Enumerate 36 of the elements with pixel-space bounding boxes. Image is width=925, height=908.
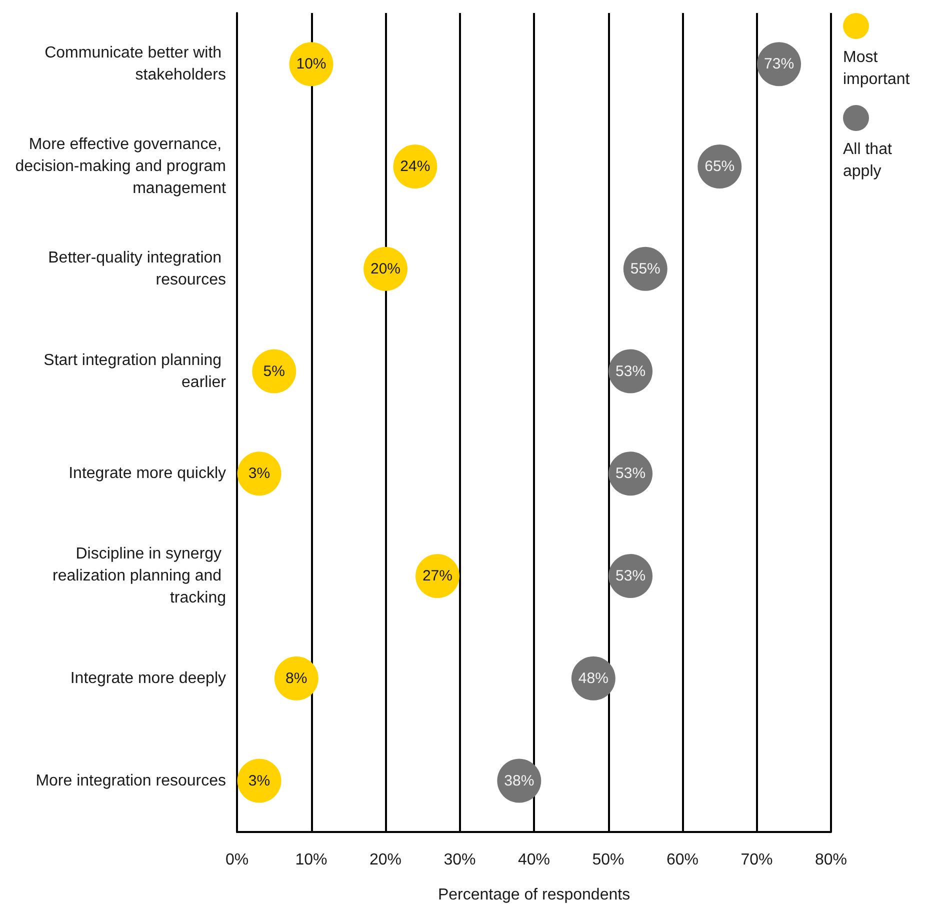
- data-label: 3%: [248, 465, 270, 482]
- data-label: 48%: [578, 670, 608, 687]
- data-label: 53%: [616, 465, 646, 482]
- data-label: 73%: [764, 56, 794, 73]
- data-label: 65%: [704, 158, 735, 176]
- x-tick-label: 10%: [295, 852, 328, 868]
- y-tick-label: Discipline in synergy realization planning and tracking: [52, 546, 226, 607]
- y-tick-label: More integration resources: [36, 772, 226, 790]
- y-tick-label: Start integration planning earlier: [44, 352, 227, 391]
- data-label: 3%: [248, 772, 270, 790]
- data-label: 55%: [630, 260, 660, 278]
- y-tick-label: Communicate better with stakeholders: [44, 44, 226, 84]
- data-label: 53%: [616, 568, 646, 585]
- data-label: 27%: [422, 568, 452, 585]
- x-tick-label: 20%: [369, 852, 402, 868]
- x-tick-label: 40%: [518, 852, 550, 868]
- data-label: 20%: [370, 260, 401, 278]
- data-label: 10%: [296, 56, 326, 73]
- y-tick-label: Integrate more quickly: [68, 465, 226, 482]
- data-label: 38%: [504, 772, 534, 790]
- y-tick-label: More effective governance, decision-making and program management: [15, 136, 227, 198]
- x-tick-label: 70%: [740, 852, 773, 868]
- y-tick-label: Better-quality integration resources: [48, 249, 226, 288]
- legend-label: All that apply: [843, 140, 893, 182]
- x-tick-label: 50%: [592, 852, 624, 868]
- x-tick-label: 80%: [814, 852, 848, 868]
- data-label: 53%: [616, 362, 646, 380]
- data-label: 5%: [263, 362, 285, 380]
- data-label: 8%: [286, 670, 308, 687]
- x-axis-title: Percentage of respondents: [438, 886, 630, 904]
- x-tick-label: 60%: [666, 852, 699, 868]
- x-tick-label: 0%: [225, 852, 249, 868]
- y-tick-label: Integrate more deeply: [70, 670, 226, 687]
- x-tick-label: 30%: [444, 852, 476, 868]
- legend-label: Most important: [843, 48, 911, 90]
- data-label: 24%: [400, 158, 430, 176]
